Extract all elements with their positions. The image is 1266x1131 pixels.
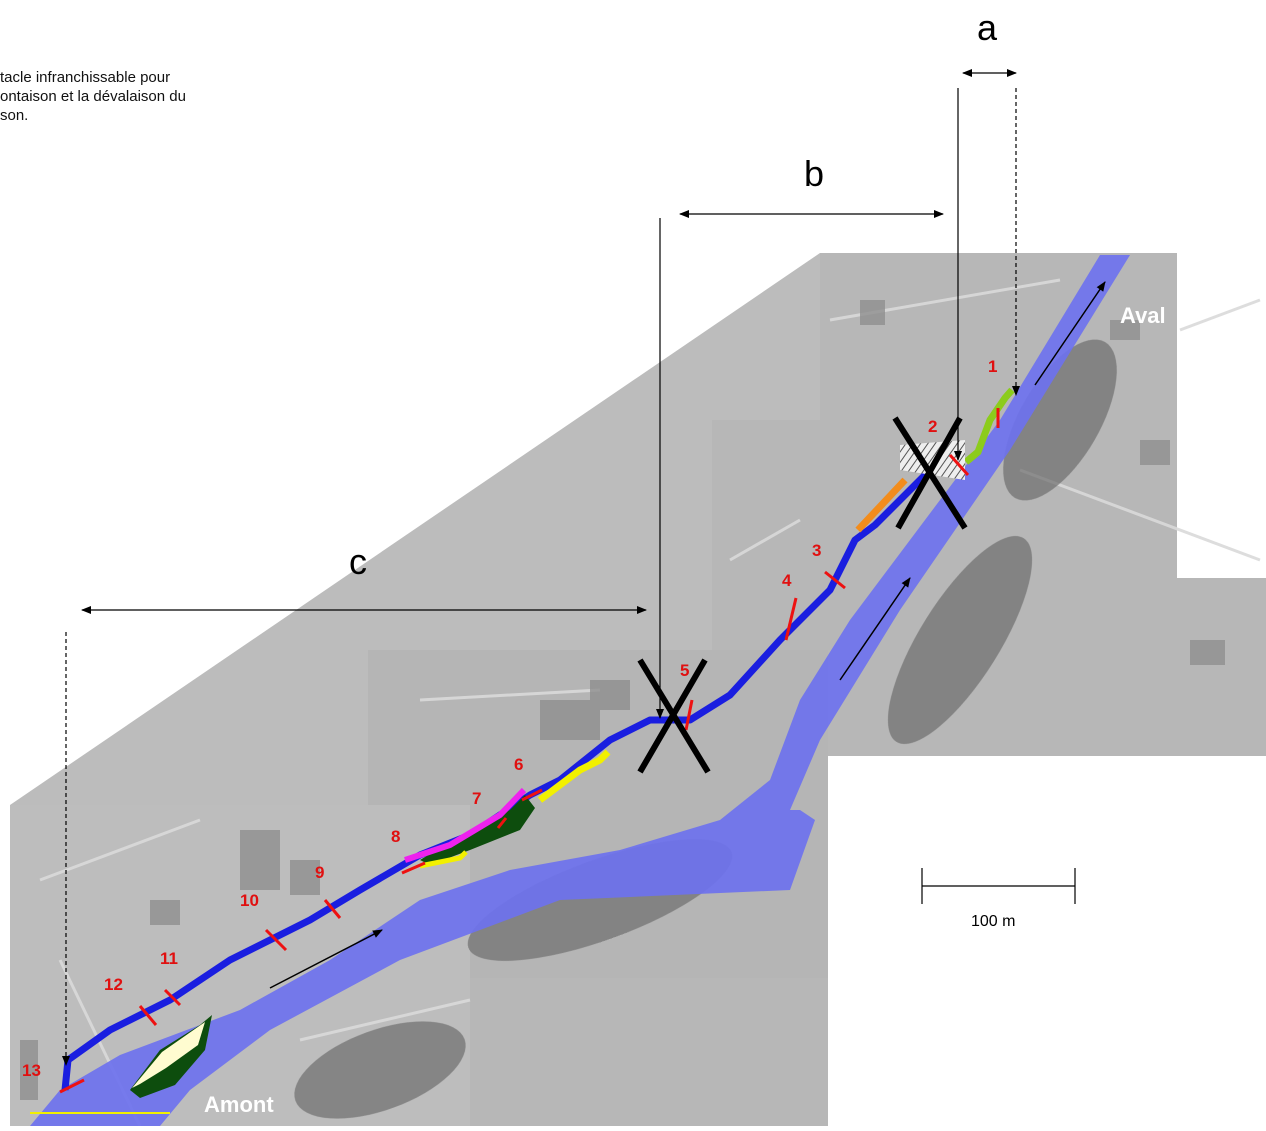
- station-mark-9: [323, 899, 342, 919]
- station-mark-2: [948, 453, 970, 477]
- yellow-segment-upper: [537, 749, 611, 803]
- station-mark-8: [401, 861, 426, 875]
- scale-bar-label: 100 m: [971, 913, 1015, 930]
- station-mark-11: [163, 988, 182, 1007]
- flow-arrow-3: [269, 929, 383, 989]
- secondary-channel: [61, 467, 933, 1091]
- legend-note-line-3: son.: [0, 107, 29, 124]
- reach-label-a: a: [977, 7, 998, 48]
- station-label-1: 1: [988, 357, 997, 376]
- aerial-photo-blank-area: [828, 756, 1266, 1126]
- station-label-4: 4: [782, 571, 792, 590]
- downstream-label: Aval: [1120, 303, 1166, 328]
- barrier-cross-lower: [637, 658, 711, 774]
- station-mark-3: [824, 570, 846, 590]
- aerial-photo-trees: [294, 339, 1117, 1119]
- station-label-8: 8: [391, 827, 400, 846]
- orange-segment: [855, 477, 908, 533]
- station-mark-4: [784, 597, 798, 641]
- magenta-segment: [404, 787, 527, 863]
- station-mark-12: [138, 1005, 158, 1026]
- reach-a-dimension: [954, 69, 1020, 461]
- upstream-label: Amont: [204, 1092, 274, 1117]
- reach-c-dimension: [62, 606, 647, 1066]
- yellow-segment-lower: [419, 850, 468, 869]
- station-marks: [59, 408, 1000, 1094]
- station-mark-6: [521, 788, 543, 802]
- station-label-11: 11: [160, 949, 178, 968]
- station-label-5: 5: [680, 661, 689, 680]
- green-segment: [963, 387, 1015, 465]
- scale-bar: [921, 868, 1076, 904]
- station-label-2: 2: [928, 417, 937, 436]
- station-label-12: 12: [104, 975, 123, 994]
- legend-note-line-2: ontaison et la dévalaison du: [0, 88, 186, 105]
- station-label-13: 13: [22, 1061, 41, 1080]
- flow-arrow-1: [1034, 281, 1106, 386]
- reach-label-b: b: [804, 153, 824, 194]
- station-label-10: 10: [240, 891, 259, 910]
- reach-label-c: c: [349, 541, 367, 582]
- station-label-9: 9: [315, 863, 324, 882]
- barrier-cross-upper: [892, 416, 968, 530]
- aerial-photo-blank-area-2: [1177, 253, 1266, 578]
- legend-note-line-1: tacle infranchissable pour: [0, 69, 171, 86]
- flow-arrow-2: [839, 577, 911, 681]
- station-mark-13: [59, 1078, 85, 1094]
- station-label-3: 3: [812, 541, 821, 560]
- station-label-7: 7: [472, 789, 481, 808]
- station-labels: 1 2 3 4 5 6 7 8 9 10 11 12 13: [22, 357, 997, 1080]
- island-amont-sand: [132, 1022, 205, 1088]
- station-mark-10: [264, 928, 288, 952]
- station-mark-7: [496, 817, 508, 829]
- reach-b-dimension: [656, 210, 944, 719]
- station-mark-5: [684, 699, 694, 731]
- aerial-photo-buildings: [20, 300, 1225, 1100]
- station-label-6: 6: [514, 755, 523, 774]
- legend-note: tacle infranchissable pour ontaison et l…: [0, 68, 280, 125]
